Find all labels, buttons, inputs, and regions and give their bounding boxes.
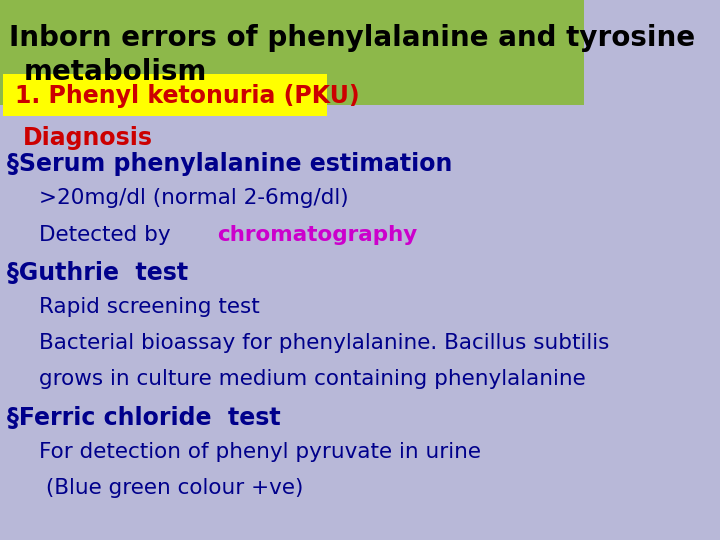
Text: chromatography: chromatography <box>217 225 418 245</box>
Text: (Blue green colour +ve): (Blue green colour +ve) <box>39 478 303 498</box>
Text: §Guthrie  test: §Guthrie test <box>7 261 188 285</box>
Text: metabolism: metabolism <box>23 58 207 86</box>
Text: Rapid screening test: Rapid screening test <box>39 297 260 317</box>
Text: 1. Phenyl ketonuria (PKU): 1. Phenyl ketonuria (PKU) <box>14 84 359 107</box>
Text: §Ferric chloride  test: §Ferric chloride test <box>7 406 281 429</box>
Text: For detection of phenyl pyruvate in urine: For detection of phenyl pyruvate in urin… <box>39 442 481 462</box>
Text: grows in culture medium containing phenylalanine: grows in culture medium containing pheny… <box>39 369 586 389</box>
Text: §Serum phenylalanine estimation: §Serum phenylalanine estimation <box>7 152 452 176</box>
Text: Bacterial bioassay for phenylalanine. Bacillus subtilis: Bacterial bioassay for phenylalanine. Ba… <box>39 333 609 353</box>
Text: Diagnosis: Diagnosis <box>23 126 153 150</box>
Text: Inborn errors of phenylalanine and tyrosine: Inborn errors of phenylalanine and tyros… <box>9 24 695 52</box>
Text: Detected by: Detected by <box>39 225 178 245</box>
FancyBboxPatch shape <box>0 0 583 105</box>
FancyBboxPatch shape <box>3 74 327 116</box>
Text: >20mg/dl (normal 2-6mg/dl): >20mg/dl (normal 2-6mg/dl) <box>39 188 348 208</box>
